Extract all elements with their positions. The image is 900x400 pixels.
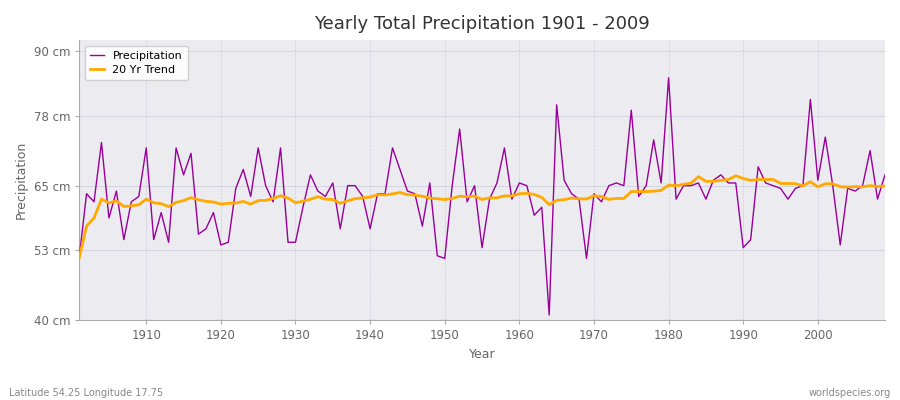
20 Yr Trend — [604, 197, 615, 202]
20 Yr Trend — [298, 199, 309, 204]
Precipitation — [544, 313, 554, 318]
Precipitation — [663, 76, 674, 80]
X-axis label: Year: Year — [469, 348, 495, 361]
Precipitation — [74, 256, 85, 261]
20 Yr Trend — [342, 198, 353, 203]
Precipitation — [298, 205, 309, 210]
Legend: Precipitation, 20 Yr Trend: Precipitation, 20 Yr Trend — [85, 46, 188, 80]
Precipitation — [879, 172, 890, 177]
Text: Latitude 54.25 Longitude 17.75: Latitude 54.25 Longitude 17.75 — [9, 388, 163, 398]
Precipitation — [507, 197, 517, 202]
Precipitation — [514, 180, 525, 185]
Precipitation — [342, 183, 353, 188]
Y-axis label: Precipitation: Precipitation — [15, 141, 28, 219]
20 Yr Trend — [879, 184, 890, 188]
Precipitation — [133, 194, 144, 199]
Title: Yearly Total Precipitation 1901 - 2009: Yearly Total Precipitation 1901 - 2009 — [314, 15, 650, 33]
Line: Precipitation: Precipitation — [79, 78, 885, 315]
20 Yr Trend — [507, 194, 517, 198]
20 Yr Trend — [133, 202, 144, 207]
20 Yr Trend — [74, 256, 85, 261]
20 Yr Trend — [731, 174, 742, 178]
Precipitation — [611, 180, 622, 185]
Text: worldspecies.org: worldspecies.org — [809, 388, 891, 398]
Line: 20 Yr Trend: 20 Yr Trend — [79, 176, 885, 258]
20 Yr Trend — [514, 191, 525, 196]
